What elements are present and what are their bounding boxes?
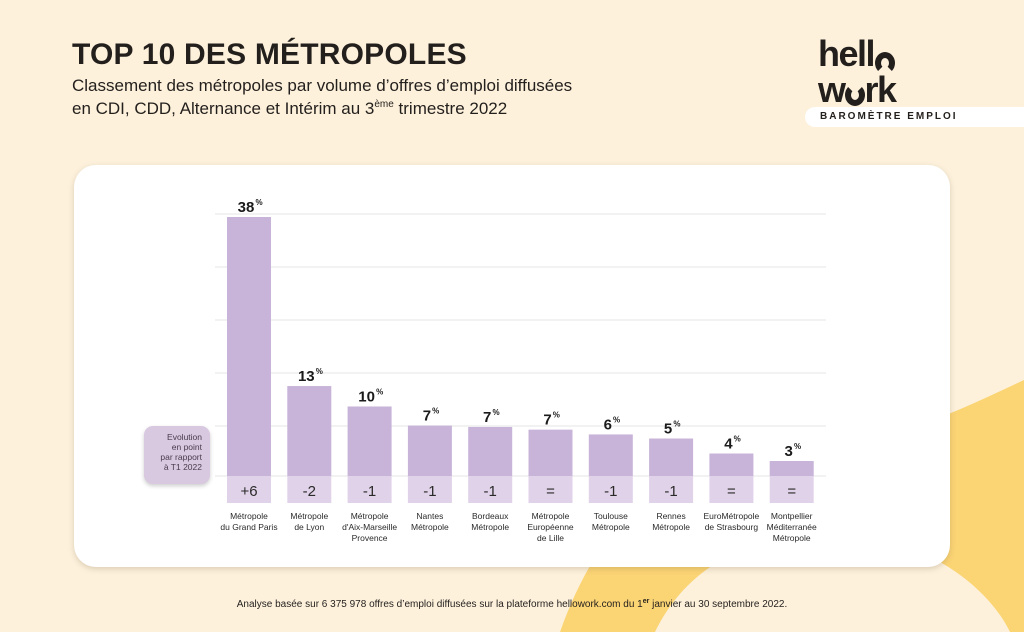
evolution-value: -2 bbox=[303, 483, 316, 500]
bar-4 bbox=[407, 425, 452, 476]
page-title: TOP 10 DES MÉTROPOLES bbox=[72, 38, 467, 71]
evolution-cell-3 bbox=[347, 476, 392, 503]
category-label: Métropole bbox=[351, 511, 389, 521]
category-label: du Grand Paris bbox=[220, 522, 277, 532]
bar-5 bbox=[468, 426, 513, 476]
percent-sign: % bbox=[376, 387, 383, 396]
logo-line-1: hell bbox=[818, 33, 876, 74]
value-label: 7 bbox=[483, 409, 491, 426]
category-label: Métropole bbox=[592, 522, 630, 532]
footnote: Analyse basée sur 6 375 978 offres d’emp… bbox=[0, 598, 1024, 610]
evolution-cell-9 bbox=[709, 476, 754, 503]
evolution-cell-5 bbox=[468, 476, 513, 503]
percent-sign: % bbox=[316, 367, 323, 376]
value-label: 13 bbox=[298, 368, 315, 385]
barometre-badge: BAROMÈTRE EMPLOI bbox=[805, 107, 1024, 127]
subtitle-superscript: ème bbox=[374, 99, 394, 110]
evolution-cell-10 bbox=[769, 476, 814, 503]
evolution-value: -1 bbox=[423, 483, 436, 500]
subtitle-text-end: trimestre 2022 bbox=[393, 99, 508, 118]
value-label: 5 bbox=[664, 421, 672, 438]
bar-3 bbox=[347, 406, 392, 476]
category-label: de Lille bbox=[537, 533, 564, 543]
category-label: Métropole bbox=[230, 511, 268, 521]
evolution-label-line-3: par rapport bbox=[160, 452, 202, 462]
subtitle-line-1: Classement des métropoles par volume d’o… bbox=[72, 76, 573, 95]
category-label: Nantes bbox=[416, 511, 443, 521]
value-label: 3 bbox=[785, 443, 793, 460]
evolution-value: = bbox=[727, 483, 736, 500]
evolution-label-line-4: à T1 2022 bbox=[163, 462, 202, 472]
category-label: Métropole bbox=[411, 522, 449, 532]
category-label: Métropole bbox=[532, 511, 570, 521]
logo-line-2: w bbox=[818, 69, 846, 110]
category-label: de Lyon bbox=[294, 522, 324, 532]
footnote-text: Analyse basée sur 6 375 978 offres d’emp… bbox=[236, 599, 643, 610]
category-label: Métropole bbox=[471, 522, 509, 532]
evolution-cell-4 bbox=[407, 476, 452, 503]
hellowork-logo: hell w rk bbox=[818, 33, 968, 108]
category-label: Bordeaux bbox=[472, 511, 509, 521]
category-label: Métropole bbox=[652, 522, 690, 532]
percent-sign: % bbox=[613, 415, 620, 424]
evolution-cell-6 bbox=[528, 476, 573, 503]
evolution-value: +6 bbox=[240, 483, 257, 500]
evolution-cell-8 bbox=[649, 476, 694, 503]
category-label: EuroMétropole bbox=[704, 511, 760, 521]
logo-o-arc-icon bbox=[875, 52, 896, 74]
value-label: 4 bbox=[724, 436, 733, 453]
percent-sign: % bbox=[492, 408, 499, 417]
value-label: 7 bbox=[423, 408, 431, 425]
footnote-superscript: er bbox=[642, 598, 650, 605]
evolution-label-line-2: en point bbox=[171, 442, 202, 452]
category-label: d'Aix-Marseille bbox=[342, 522, 397, 532]
bar-9 bbox=[709, 453, 754, 476]
bar-10 bbox=[769, 461, 814, 476]
subtitle-text: en CDI, CDD, Alternance et Intérim au 3 bbox=[72, 99, 375, 118]
percent-sign: % bbox=[553, 411, 560, 420]
category-label: Toulouse bbox=[594, 511, 628, 521]
value-label: 6 bbox=[604, 416, 612, 433]
percent-sign: % bbox=[673, 420, 680, 429]
category-label: Rennes bbox=[656, 511, 685, 521]
evolution-value: = bbox=[546, 483, 555, 500]
percent-sign: % bbox=[794, 442, 801, 451]
value-label: 10 bbox=[358, 388, 375, 405]
evolution-cell-7 bbox=[588, 476, 633, 503]
category-label: Méditerranée bbox=[767, 522, 817, 532]
category-label: Montpellier bbox=[771, 511, 813, 521]
bar-2 bbox=[287, 386, 332, 476]
category-label: de Strasbourg bbox=[705, 522, 759, 532]
evolution-legend-box: Evolution en point par rapport à T1 2022 bbox=[144, 426, 210, 484]
bar-1 bbox=[227, 217, 271, 476]
logo-line-2-end: rk bbox=[864, 69, 898, 110]
evolution-cell-2 bbox=[287, 476, 332, 503]
category-label: Provence bbox=[352, 533, 388, 543]
logo-wordmark: hell w rk bbox=[818, 33, 968, 108]
category-label: Métropole bbox=[773, 533, 811, 543]
category-label: Métropole bbox=[290, 511, 328, 521]
footnote-text-end: janvier au 30 septembre 2022. bbox=[649, 599, 788, 610]
subtitle-line-2: en CDI, CDD, Alternance et Intérim au 3è… bbox=[72, 99, 507, 119]
evolution-value: -1 bbox=[604, 483, 617, 500]
bar-7 bbox=[588, 434, 633, 476]
evolution-label-line-1: Evolution bbox=[167, 432, 202, 442]
evolution-value: = bbox=[787, 483, 796, 500]
value-label: 38 bbox=[238, 199, 255, 216]
percent-sign: % bbox=[734, 435, 741, 444]
percent-sign: % bbox=[256, 198, 263, 207]
bar-8 bbox=[649, 438, 694, 476]
logo-o-bottom-arc-icon bbox=[844, 84, 865, 106]
category-label: Européenne bbox=[527, 522, 574, 532]
evolution-value: -1 bbox=[484, 483, 497, 500]
evolution-cell-1 bbox=[227, 476, 271, 503]
percent-sign: % bbox=[432, 407, 439, 416]
evolution-value: -1 bbox=[664, 483, 677, 500]
value-label: 7 bbox=[543, 412, 551, 429]
evolution-value: -1 bbox=[363, 483, 376, 500]
bar-6 bbox=[528, 429, 573, 476]
